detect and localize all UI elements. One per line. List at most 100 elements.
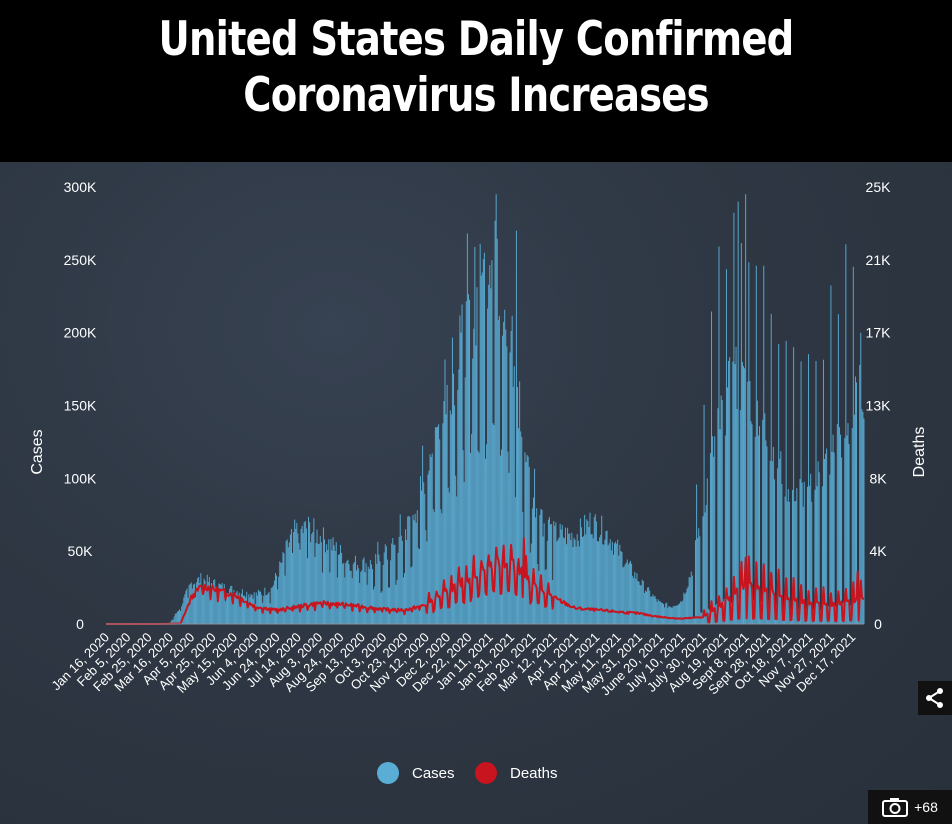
cases-bar — [418, 548, 420, 624]
cases-bar — [559, 523, 561, 624]
cases-bar — [473, 328, 475, 624]
share-icon — [926, 688, 943, 708]
cases-bar — [333, 545, 335, 624]
cases-bar — [526, 454, 528, 624]
cases-bar — [290, 529, 292, 624]
cases-bar — [599, 537, 601, 624]
cases-bar — [777, 468, 779, 624]
cases-bar — [249, 597, 251, 624]
cases-bar — [829, 474, 831, 624]
cases-bar — [293, 532, 295, 624]
cases-bar — [300, 529, 302, 624]
cases-bar — [505, 329, 507, 624]
cases-bar — [302, 532, 304, 624]
cases-bar — [331, 550, 333, 624]
cases-bar — [487, 308, 489, 624]
cases-bar — [521, 436, 523, 624]
cases-bar — [496, 238, 498, 624]
right-tick-label: 17K — [866, 325, 892, 341]
share-button[interactable] — [918, 681, 952, 715]
cases-bar — [511, 315, 513, 624]
right-axis-ticks: 0 4K 8K 13K 17K 21K 25K — [866, 179, 892, 632]
cases-bar — [409, 516, 411, 624]
cases-bar — [566, 544, 568, 624]
photo-count-label: +68 — [914, 799, 938, 815]
cases-bar — [832, 434, 834, 624]
cases-bar — [547, 519, 549, 624]
cases-bar — [392, 538, 394, 624]
cases-bar — [233, 590, 235, 624]
cases-bar — [338, 554, 340, 624]
cases-bar — [497, 319, 499, 624]
cases-bar — [754, 436, 756, 624]
deaths-line — [106, 537, 865, 625]
legend-item-deaths[interactable]: Deaths — [475, 762, 558, 784]
cases-bar — [578, 546, 580, 624]
cases-bar — [399, 514, 401, 624]
cases-bar — [540, 508, 542, 624]
cases-bar — [698, 528, 700, 624]
cases-bar — [627, 564, 629, 624]
cases-bar — [596, 541, 598, 624]
cases-bar — [734, 364, 736, 624]
cases-bar — [704, 512, 706, 624]
legend[interactable]: Cases Deaths — [377, 762, 558, 784]
cases-bar — [289, 534, 291, 624]
cases-bar — [176, 611, 178, 624]
cases-bar — [201, 585, 203, 624]
cases-bar — [377, 541, 379, 624]
cases-bar — [769, 460, 771, 624]
cases-bar — [534, 468, 536, 624]
cases-bar — [817, 461, 819, 624]
cases-bar — [482, 259, 484, 624]
cases-bar — [341, 552, 343, 624]
cases-bar — [568, 533, 570, 624]
cases-bar — [324, 539, 326, 624]
photo-gallery-button[interactable]: +68 — [868, 790, 952, 824]
cases-bar — [322, 527, 324, 624]
cases-bar — [384, 544, 386, 624]
cases-bar — [600, 534, 602, 624]
cases-bar — [779, 458, 781, 624]
cases-bar — [471, 433, 473, 624]
cases-bar — [582, 536, 584, 624]
cases-bar — [524, 452, 526, 624]
cases-bar — [408, 516, 410, 624]
cases-bar — [830, 285, 832, 624]
cases-bar — [231, 585, 233, 624]
cases-bar — [506, 346, 508, 624]
left-axis-title: Cases — [29, 429, 46, 474]
cases-bar — [825, 453, 827, 624]
cases-bar — [179, 609, 181, 624]
cases-bar — [423, 482, 425, 624]
cases-bar — [675, 605, 677, 624]
cases-bar — [681, 601, 683, 624]
cases-bar — [735, 346, 737, 624]
cases-bar — [854, 376, 856, 624]
cases-bar — [862, 411, 864, 624]
cases-bar — [191, 588, 193, 624]
cases-bar — [593, 516, 595, 624]
legend-item-cases[interactable]: Cases — [377, 762, 455, 784]
cases-bar — [826, 448, 828, 624]
cases-bar — [757, 435, 759, 624]
cases-bar — [264, 587, 266, 624]
cases-bar — [718, 246, 720, 624]
cases-bar — [405, 529, 407, 624]
cases-bar — [470, 453, 472, 624]
cases-bar — [449, 410, 451, 624]
cases-bar — [848, 443, 850, 624]
deaths-series — [106, 537, 865, 625]
cases-bar — [634, 571, 636, 624]
left-tick-label: 200K — [64, 325, 97, 341]
cases-bar — [536, 508, 538, 624]
cases-bar — [395, 584, 397, 624]
cases-bar — [489, 265, 491, 624]
left-tick-label: 50K — [68, 543, 94, 559]
cases-bar — [303, 522, 305, 624]
cases-bar — [644, 590, 646, 624]
cases-bar — [415, 522, 417, 624]
right-tick-label: 8K — [869, 470, 887, 486]
cases-bar — [764, 413, 766, 624]
cases-bar — [469, 299, 471, 624]
